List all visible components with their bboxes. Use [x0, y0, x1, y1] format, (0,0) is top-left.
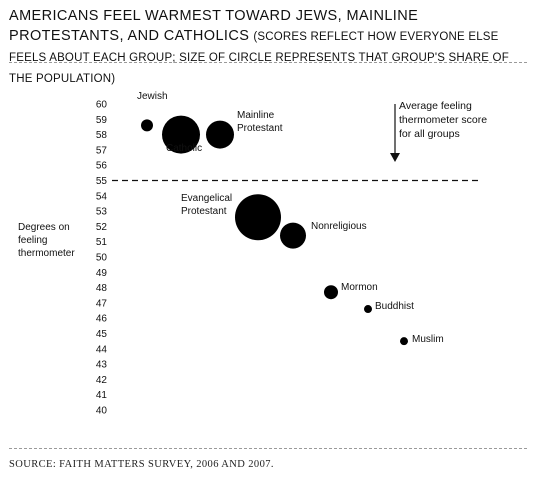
y-tick-label: 47	[96, 298, 108, 309]
bubble-label: Mainline	[237, 110, 275, 121]
y-tick-label: 43	[96, 360, 108, 371]
bubble-label: Nonreligious	[311, 221, 367, 232]
chart-frame: 40 41 42 43 44 45 46 47 48 49 50 51 52 53 54 55 56 57 58 59…	[9, 62, 527, 449]
chart-title: AMERICANS FEEL WARMEST TOWARD JEWS, MAIN…	[9, 6, 531, 89]
chart-subtitle: (SCORES REFLECT HOW EVERYONE ELSE FEELS …	[9, 31, 509, 85]
bubble-label: Muslim	[412, 334, 444, 345]
y-tick-label: 42	[96, 375, 108, 386]
source-note: SOURCE: FAITH MATTERS SURVEY, 2006 AND 2…	[9, 459, 274, 470]
bubble-muslim	[400, 337, 408, 346]
chart-title-main: AMERICANS FEEL WARMEST TOWARD JEWS, MAIN…	[9, 8, 419, 44]
bubble-nonreligious	[280, 222, 306, 249]
y-tick-label: 57	[96, 145, 108, 156]
bubble-label: Mormon	[341, 282, 378, 293]
reference-arrow-head	[390, 153, 400, 162]
y-axis-title-line: thermometer	[18, 248, 75, 259]
y-tick-label: 59	[96, 115, 108, 126]
reference-annotation-line: Average feeling	[399, 100, 472, 112]
y-tick-label: 49	[96, 268, 108, 279]
y-tick-label: 46	[96, 314, 108, 325]
bubble-mainline-protestant	[206, 120, 234, 149]
reference-annotation-line: for all groups	[399, 128, 460, 140]
y-tick-label: 50	[96, 253, 108, 264]
bubble-evangelical-protestant	[235, 194, 281, 241]
bubble-jewish	[141, 119, 153, 132]
y-tick-label: 55	[96, 176, 108, 187]
bubble-label: Buddhist	[375, 301, 414, 312]
y-tick-label: 53	[96, 207, 108, 218]
y-tick-label: 40	[96, 406, 108, 417]
y-tick-label: 54	[96, 191, 108, 202]
y-tick-label: 52	[96, 222, 108, 233]
bubble-label: Protestant	[237, 123, 283, 134]
y-tick-label: 56	[96, 161, 108, 172]
y-tick-label: 58	[96, 130, 108, 141]
y-tick-label: 48	[96, 283, 108, 294]
y-axis-title-line: feeling	[18, 235, 47, 246]
bubble-chart: 40 41 42 43 44 45 46 47 48 49 50 51 52 53 54 55 56 57 58 59…	[18, 91, 487, 417]
bubble-label: Evangelical	[181, 193, 232, 204]
bubble-buddhist	[364, 305, 372, 314]
y-tick-label: 45	[96, 329, 108, 340]
y-tick-label: 44	[96, 344, 108, 355]
bubble-label: Protestant	[181, 206, 227, 217]
bubble-label: Jewish	[137, 91, 168, 102]
bubble-catholic	[162, 115, 200, 154]
bubble-label: Catholic	[166, 143, 202, 154]
y-tick-label: 41	[96, 390, 108, 401]
y-tick-label: 51	[96, 237, 108, 248]
y-axis-title-line: Degrees on	[18, 222, 70, 233]
reference-annotation-line: thermometer score	[399, 114, 487, 126]
bubble-mormon	[324, 285, 338, 300]
y-tick-label: 60	[96, 100, 108, 111]
